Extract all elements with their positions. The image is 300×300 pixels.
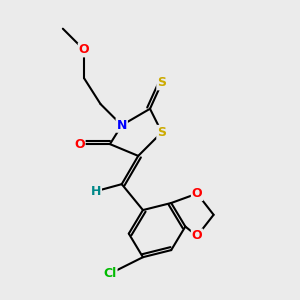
Text: O: O xyxy=(74,138,85,151)
Text: O: O xyxy=(79,44,89,56)
Text: S: S xyxy=(157,126,166,139)
Text: O: O xyxy=(192,230,203,242)
Text: N: N xyxy=(116,119,127,132)
Text: Cl: Cl xyxy=(103,267,117,280)
Text: H: H xyxy=(91,185,101,198)
Text: O: O xyxy=(192,187,203,200)
Text: S: S xyxy=(157,76,166,89)
